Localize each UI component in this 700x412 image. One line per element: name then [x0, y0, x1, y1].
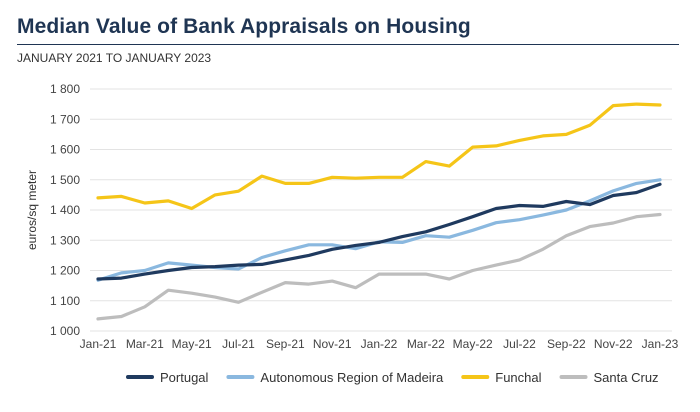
y-axis-ticks: 1 000 1 100 1 200 1 300 1 400 1 500 1 600 1 700… — [50, 82, 80, 338]
y-tick-label: 1 200 — [50, 264, 80, 278]
legend-label: Autonomous Region of Madeira — [260, 370, 444, 385]
legend: Portugal Autonomous Region of Madeira Func… — [126, 370, 659, 385]
y-tick-label: 1 300 — [50, 233, 80, 247]
x-tick-label: Mar-22 — [407, 337, 445, 351]
series-lines — [96, 102, 662, 321]
chart-subtitle: JANUARY 2021 TO JANUARY 2023 — [17, 51, 212, 65]
y-tick-label: 1 000 — [50, 324, 80, 338]
legend-label: Funchal — [495, 370, 541, 385]
y-tick-label: 1 700 — [50, 112, 80, 126]
x-tick-label: Nov-21 — [313, 337, 352, 351]
legend-label: Portugal — [160, 370, 209, 385]
gridlines — [90, 88, 672, 332]
y-tick-label: 1 800 — [50, 82, 80, 96]
y-axis-label: euros/sq meter — [25, 170, 39, 250]
x-tick-label: Jan-22 — [361, 337, 398, 351]
x-tick-label: Sep-22 — [547, 337, 586, 351]
series-line-autonomous-region-of-madeira — [96, 178, 662, 282]
x-tick-label: Jan-21 — [80, 337, 117, 351]
x-tick-label: May-22 — [453, 337, 493, 351]
series-line-funchal — [96, 102, 662, 211]
x-tick-label: Jul-21 — [222, 337, 255, 351]
x-tick-label: Sep-21 — [266, 337, 305, 351]
y-tick-label: 1 500 — [50, 173, 80, 187]
x-tick-label: May-21 — [172, 337, 212, 351]
chart-title: Median Value of Bank Appraisals on Housi… — [17, 15, 471, 38]
title-underline — [17, 44, 679, 45]
x-tick-label: Jan-23 — [642, 337, 679, 351]
y-tick-label: 1 100 — [50, 294, 80, 308]
x-tick-label: Jul-22 — [503, 337, 536, 351]
x-axis-ticks: Jan-21 Mar-21 May-21 Jul-21 Sep-21 Nov-21 Jan-… — [80, 337, 679, 351]
x-tick-label: Mar-21 — [126, 337, 164, 351]
legend-label: Santa Cruz — [594, 370, 659, 385]
y-tick-label: 1 400 — [50, 203, 80, 217]
x-tick-label: Nov-22 — [594, 337, 633, 351]
series-line-santa-cruz — [96, 212, 662, 321]
y-tick-label: 1 600 — [50, 143, 80, 157]
series-line-portugal — [96, 182, 662, 281]
